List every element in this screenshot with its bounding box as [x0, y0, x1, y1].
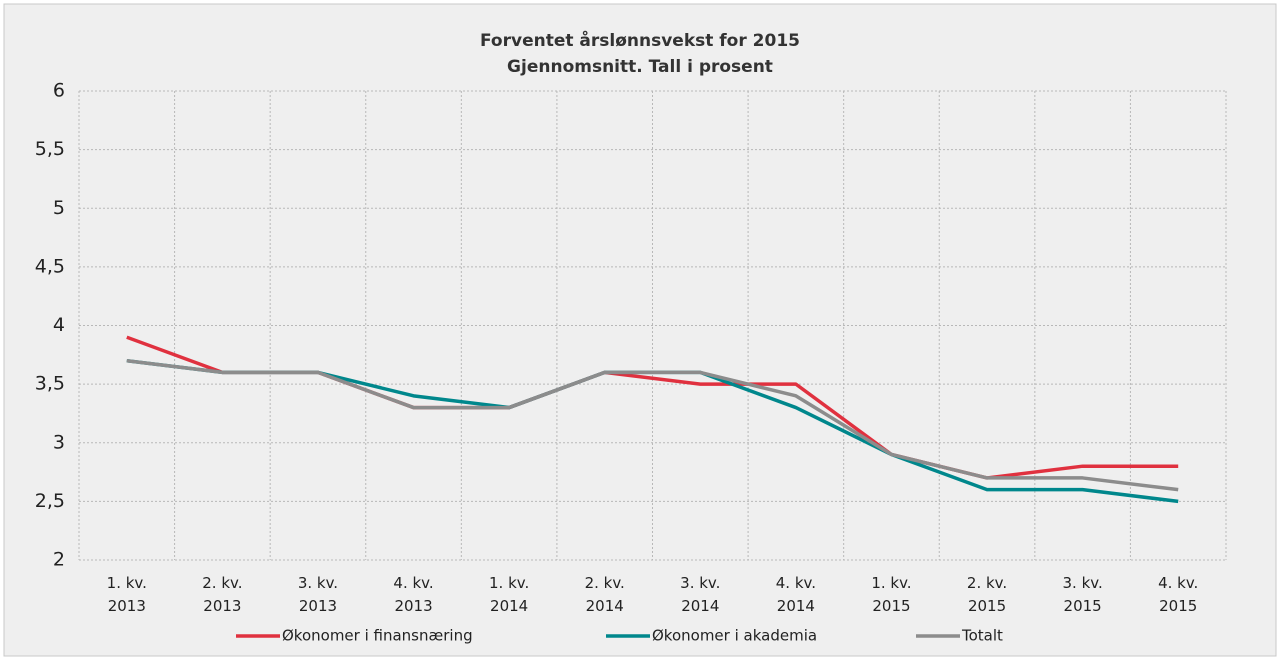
- y-tick-label: 6: [53, 80, 65, 102]
- x-tick-label: 3. kv. 2015: [1063, 574, 1103, 615]
- chart-title: Forventet årslønnsvekst for 2015: [480, 29, 800, 51]
- y-tick-label: 2,5: [35, 490, 65, 512]
- x-tick-label: 3. kv. 2013: [298, 574, 338, 615]
- x-tick-label: 4. kv. 2013: [393, 574, 433, 615]
- x-tick-label: 1. kv. 2014: [489, 574, 529, 615]
- x-tick-label: 4. kv. 2014: [776, 574, 816, 615]
- chart-background: [3, 3, 1277, 657]
- y-tick-label: 5,5: [35, 138, 65, 160]
- legend-label: Økonomer i finansnæring: [282, 627, 473, 645]
- series-line: [126, 358, 1179, 492]
- x-tick-label: 1. kv. 2015: [871, 574, 911, 615]
- y-tick-label: 4: [53, 314, 65, 336]
- y-tick-label: 3: [53, 431, 65, 453]
- y-tick-label: 3,5: [35, 373, 65, 395]
- x-tick-label: 2. kv. 2014: [585, 574, 625, 615]
- x-tick-label: 1. kv. 2013: [107, 574, 147, 615]
- x-tick-label: 4. kv. 2015: [1158, 574, 1198, 615]
- y-tick-label: 2: [53, 549, 65, 571]
- legend-label: Totalt: [961, 627, 1003, 645]
- x-tick-label: 2. kv. 2013: [202, 574, 242, 615]
- legend-label: Økonomer i akademia: [652, 627, 817, 645]
- y-tick-label: 5: [53, 197, 65, 219]
- chart-subtitle: Gjennomsnitt. Tall i prosent: [507, 57, 773, 77]
- y-tick-label: 4,5: [35, 255, 65, 277]
- x-tick-label: 2. kv. 2015: [967, 574, 1007, 615]
- x-tick-label: 3. kv. 2014: [680, 574, 720, 615]
